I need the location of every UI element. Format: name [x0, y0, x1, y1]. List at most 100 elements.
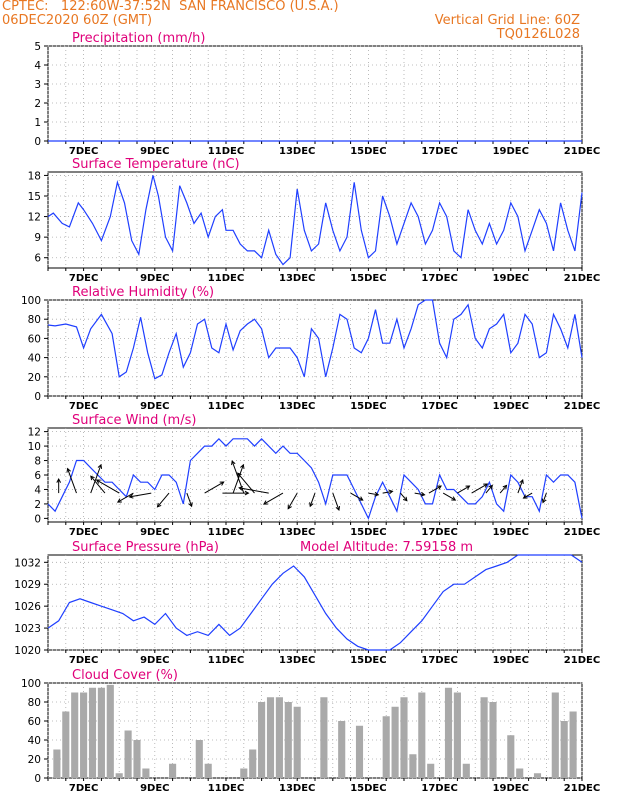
- xtick-label-p5: 17DEC: [421, 783, 457, 794]
- wind-arrow-head: [465, 485, 471, 490]
- wind-arrow-head: [238, 486, 244, 491]
- wind-arrow: [129, 492, 152, 498]
- cloud-bar: [169, 763, 177, 778]
- xtick-label-p1: 11DEC: [208, 273, 244, 284]
- ytick-label-p1: 6: [34, 253, 41, 265]
- wind-arrow-head: [522, 494, 528, 499]
- ytick-label-p2: 40: [28, 353, 41, 365]
- wind-arrow: [186, 492, 193, 507]
- wind-arrow-head: [56, 478, 62, 483]
- xtick-label-p1: 17DEC: [421, 273, 457, 284]
- wind-arrow: [332, 492, 340, 511]
- wind-arrow: [414, 492, 425, 496]
- wind-arrow-head: [90, 475, 95, 481]
- ytick-label-p3: 4: [34, 484, 41, 496]
- cloud-bar: [275, 697, 283, 778]
- xtick-label-p3: 7DEC: [69, 527, 98, 538]
- wind-arrow-head: [358, 496, 364, 501]
- xtick-label-p4: 19DEC: [493, 655, 529, 666]
- wind-arrow: [239, 487, 269, 494]
- wind-arrow-head: [116, 498, 122, 503]
- ytick-label-p4: 1032: [14, 557, 41, 569]
- panel-title-p5: Cloud Cover (%): [72, 668, 178, 683]
- ytick-label-p0: 2: [34, 98, 41, 110]
- ytick-label-p0: 3: [34, 79, 41, 91]
- cloud-bar: [338, 721, 346, 778]
- cloud-bar: [142, 768, 150, 778]
- ytick-label-p0: 4: [34, 60, 41, 72]
- xtick-label-p3: 19DEC: [493, 527, 529, 538]
- xtick-label-p5: 19DEC: [493, 783, 529, 794]
- wind-arrow-head: [388, 489, 394, 495]
- wind-arrow-head: [437, 485, 442, 490]
- xtick-label-p3: 15DEC: [350, 527, 386, 538]
- wind-arrow: [428, 485, 442, 494]
- cloud-bar: [88, 687, 97, 778]
- ytick-label-p4: 1020: [14, 645, 41, 657]
- wind-arrow: [382, 490, 393, 494]
- xtick-label-p4: 17DEC: [421, 655, 457, 666]
- panel-title-p2: Relative Humidity (%): [72, 285, 214, 300]
- wind-arrow: [157, 492, 170, 508]
- xtick-label-p2: 21DEC: [564, 401, 600, 412]
- wind-arrow: [96, 479, 120, 494]
- xtick-label-p4: 15DEC: [350, 655, 386, 666]
- wind-arrow: [287, 492, 298, 509]
- model-altitude-label: Model Altitude: 7.59158 m: [300, 540, 473, 555]
- wind-arrow: [90, 464, 102, 494]
- series-line-p4: [47, 554, 583, 651]
- xtick-label-p5: 7DEC: [69, 783, 98, 794]
- cloud-bar: [427, 763, 435, 778]
- cloud-bar: [409, 754, 417, 778]
- cloud-bar: [115, 773, 123, 778]
- wind-arrow: [67, 468, 77, 494]
- ytick-label-p2: 60: [28, 333, 41, 345]
- xtick-label-p3: 9DEC: [140, 527, 169, 538]
- panel-title-p4: Surface Pressure (hPa): [72, 540, 219, 555]
- xtick-label-p3: 17DEC: [421, 527, 457, 538]
- wind-arrow: [90, 475, 106, 494]
- cloud-bar: [80, 692, 88, 778]
- wind-arrow-head: [488, 484, 493, 490]
- ytick-label-p2: 100: [21, 295, 41, 307]
- panel-title-p0: Precipitation (mm/h): [72, 31, 205, 46]
- cloud-bar: [195, 740, 203, 778]
- cloud-bar: [480, 697, 488, 778]
- ytick-label-p5: 0: [34, 773, 41, 785]
- xtick-label-p1: 15DEC: [350, 273, 386, 284]
- cloud-bar: [444, 687, 453, 778]
- wind-arrow: [542, 492, 547, 503]
- xtick-label-p3: 21DEC: [564, 527, 600, 538]
- ytick-label-p3: 8: [34, 456, 41, 468]
- xtick-label-p1: 9DEC: [140, 273, 169, 284]
- header-location: CPTEC: 122:60W-37:52N SAN FRANCISCO (U.S…: [2, 0, 339, 14]
- cloud-bar: [320, 697, 328, 778]
- panel-title-p1: Surface Temperature (nC): [72, 157, 240, 172]
- ytick-label-p3: 0: [34, 513, 41, 525]
- wind-arrow-head: [219, 481, 225, 486]
- xtick-label-p4: 13DEC: [279, 655, 315, 666]
- wind-arrow-head: [95, 479, 101, 484]
- ytick-label-p5: 80: [28, 697, 41, 709]
- xtick-label-p1: 7DEC: [69, 273, 98, 284]
- cloud-bar: [284, 702, 292, 778]
- wind-arrow-head: [231, 460, 236, 466]
- xtick-label-p5: 9DEC: [140, 783, 169, 794]
- ytick-label-p3: 2: [34, 499, 41, 511]
- wind-arrow: [368, 492, 379, 496]
- xtick-label-p0: 7DEC: [69, 146, 98, 157]
- cloud-bar: [462, 763, 470, 778]
- wind-arrow-head: [263, 500, 268, 505]
- xtick-label-p2: 7DEC: [69, 401, 98, 412]
- cloud-bar: [516, 768, 524, 778]
- wind-arrow: [442, 492, 456, 501]
- ytick-label-p5: 20: [28, 754, 41, 766]
- header-model-code: TQ0126L028: [496, 27, 580, 42]
- xtick-label-p2: 15DEC: [350, 401, 386, 412]
- wind-arrow: [231, 460, 245, 494]
- wind-arrow-head: [420, 491, 426, 497]
- cloud-bar: [53, 749, 61, 778]
- cloud-bar: [71, 692, 79, 778]
- wind-arrow-head: [541, 498, 547, 504]
